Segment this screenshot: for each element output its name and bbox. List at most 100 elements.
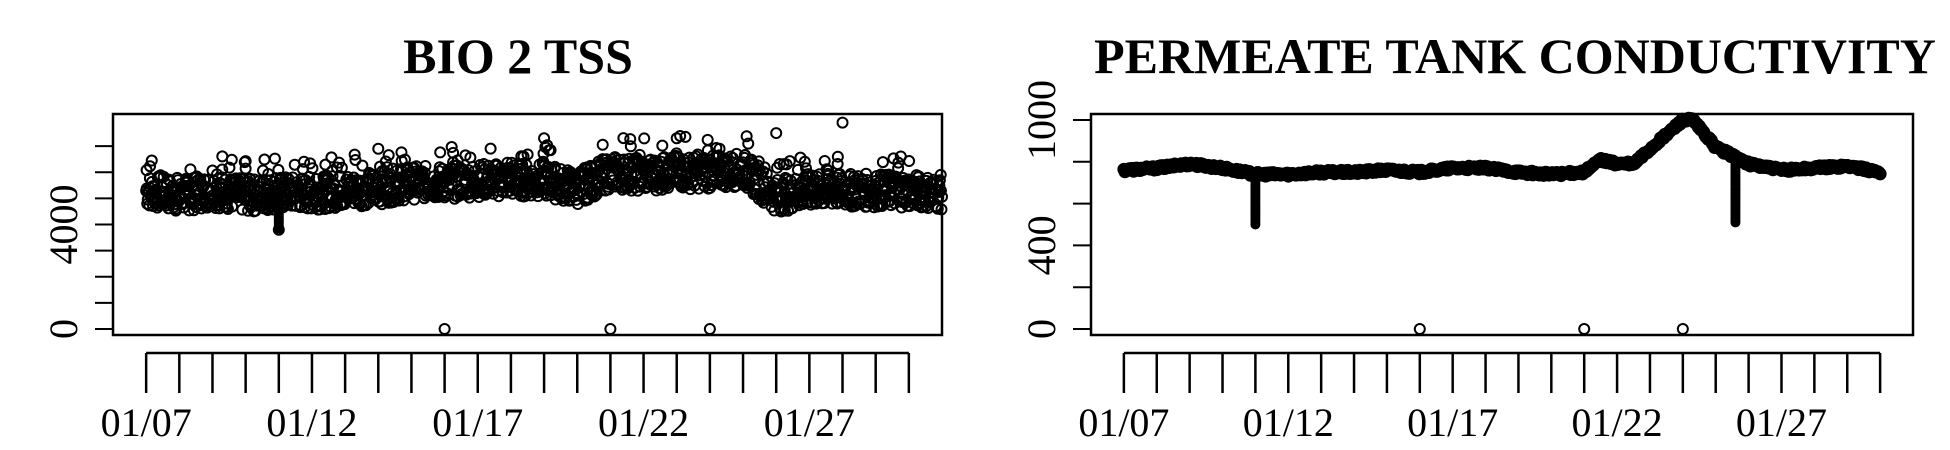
outlier-point [1413,323,1426,335]
data-point [145,154,158,167]
data-point [484,142,497,155]
data-point [348,148,361,161]
data-point [434,146,447,159]
data-point [740,130,753,143]
data-point [580,161,593,174]
data-point [325,151,338,164]
y-tick-label: 0 [41,319,86,339]
data-point [262,167,275,180]
data-point [1730,217,1741,228]
data-point [818,154,831,167]
data-point [515,150,528,163]
data-point [537,147,550,160]
data-point [154,169,167,182]
data-point [934,184,947,197]
data-point [892,156,905,169]
data-point [243,172,256,185]
data-point [539,141,552,154]
data-point [596,138,609,151]
permeate-conductivity-marks: 0 400 1000 01/07 01/12 01/17 01/22 01/27 [1019,80,1915,445]
data-point [806,169,819,182]
data-point [672,151,685,164]
data-point [258,153,271,166]
x-tick-label: 01/07 [101,400,192,445]
data-point [903,155,916,168]
data-point [657,166,670,179]
outlier-point [703,323,716,335]
x-tick-label: 01/07 [1078,400,1169,445]
y-tick-label: 4000 [41,185,86,265]
data-point [656,139,669,152]
data-point [791,163,804,176]
data-point [317,171,330,184]
data-point [724,150,737,163]
bio2-tss-chart: BIO 2 TSS 0 4000 01/07 01/12 01/17 01/22 01/27 [41,28,948,445]
data-point [260,174,273,187]
data-point [306,162,319,175]
x-tick-label: 01/27 [764,400,855,445]
data-point [679,130,692,143]
outlier-point [1578,323,1591,335]
data-point [273,223,284,234]
data-point [798,155,811,168]
data-point [638,132,651,145]
data-point [760,167,773,180]
data-point [395,154,408,167]
data-point [216,150,229,163]
data-point [190,171,203,184]
data-point [447,156,460,169]
data-point [747,158,760,171]
y-tick-label: 400 [1019,215,1064,275]
chart-panel-bio2-tss: BIO 2 TSS 0 4000 01/07 01/12 01/17 01/22 01/27 [41,28,948,445]
data-point [349,153,362,166]
outlier-point [538,132,551,145]
outlier-point [438,323,451,335]
data-point [356,159,369,172]
data-point [211,168,224,181]
data-point [330,161,343,174]
data-point [820,163,833,176]
data-point [799,162,812,175]
data-point [382,149,395,162]
data-point [701,133,714,146]
data-point [831,158,844,171]
data-point [934,168,947,181]
data-point [777,158,790,171]
data-point [239,155,252,168]
data-point [184,163,197,176]
outlier-point [770,127,783,140]
data-point [876,156,889,169]
x-tick-label: 01/12 [1243,400,1334,445]
data-point [571,198,584,211]
data-point [831,150,844,163]
data-point [144,160,157,173]
x-tick-label: 01/22 [598,400,689,445]
outlier-point [670,132,683,145]
data-point [633,148,646,161]
data-point [878,170,891,183]
data-point [860,167,873,180]
chart-title: BIO 2 TSS [403,28,633,84]
data-point [936,190,948,203]
data-point [505,156,518,169]
outlier-point [836,116,849,129]
outlier-point [372,142,385,155]
permeate-conductivity-chart: PERMEATE TANK CONDUCTIVITY 0 400 1000 01/07… [1019,28,1936,445]
data-point [801,170,814,183]
x-tick-label: 01/22 [1572,400,1663,445]
outlier-point [1676,323,1689,335]
data-point [381,161,394,174]
data-point [310,172,323,185]
data-point [239,162,252,175]
data-point [742,137,755,150]
data-point [180,175,193,188]
outlier-point [604,323,617,335]
data-point [848,170,861,183]
data-point [603,178,616,191]
data-point [445,141,458,154]
data-point [624,140,637,153]
data-point [242,175,255,188]
data-point [773,157,786,170]
data-point [617,132,630,145]
data-point [268,152,281,165]
